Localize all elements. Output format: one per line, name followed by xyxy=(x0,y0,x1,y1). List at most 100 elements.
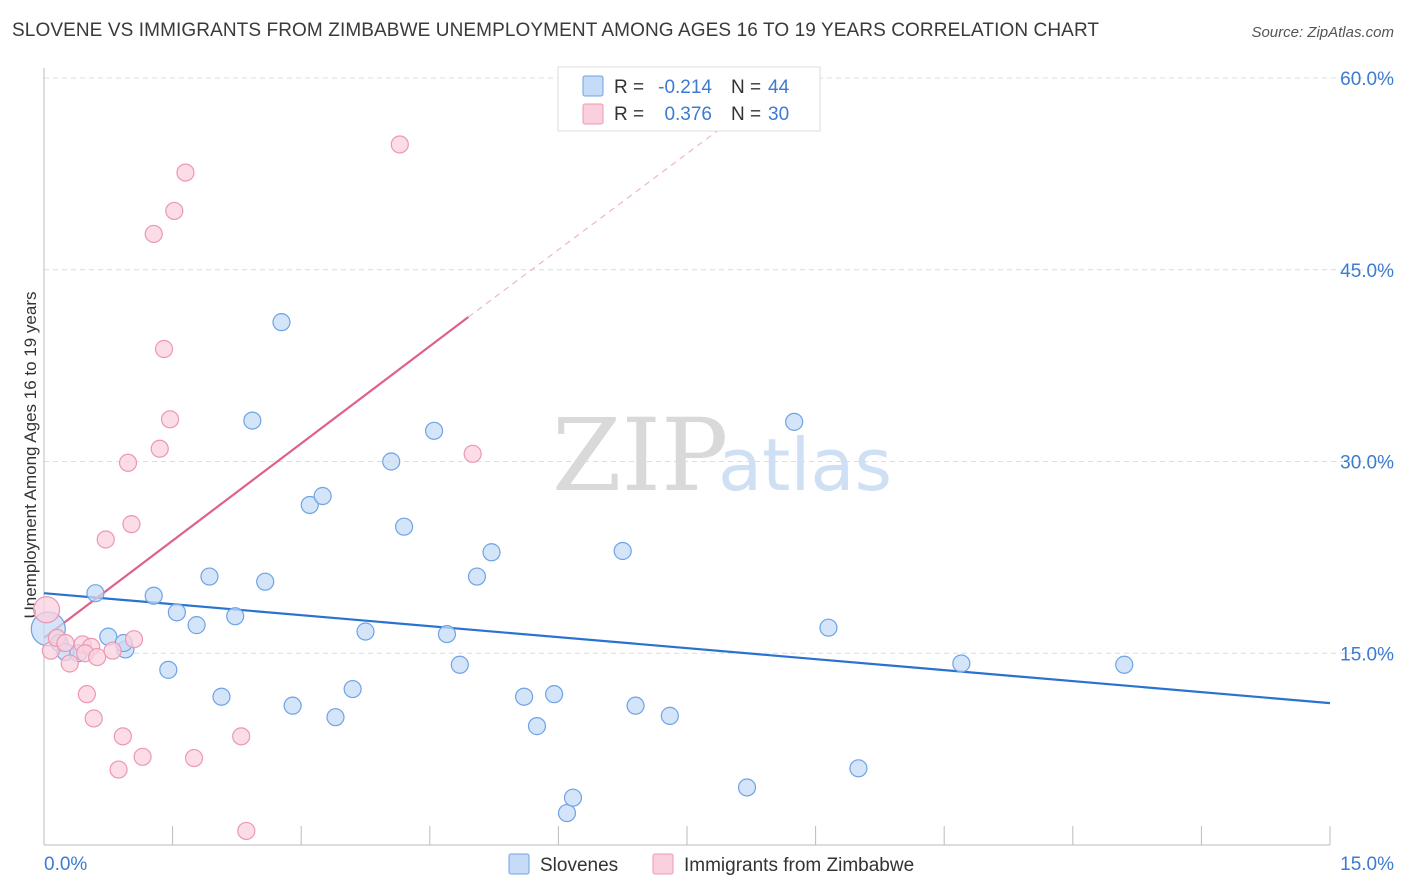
legend-swatch-zimbabwe xyxy=(652,853,674,875)
point-0-11 xyxy=(187,616,206,635)
point-1-28 xyxy=(390,135,409,154)
y-axis-label: Unemployment Among Ages 16 to 19 years xyxy=(21,292,40,619)
point-0-22 xyxy=(343,679,362,699)
series-1 xyxy=(32,135,482,841)
point-1-23 xyxy=(165,201,184,221)
point-0-17 xyxy=(272,313,291,332)
point-0-32 xyxy=(527,717,547,736)
watermark-atlas: atlas xyxy=(718,423,892,507)
point-1-8 xyxy=(88,647,107,667)
x-tick-labels: 0.0% 15.0% xyxy=(44,854,1394,875)
chart-source: Source: ZipAtlas.com xyxy=(1251,24,1394,41)
point-0-37 xyxy=(626,696,645,715)
stats-n-value-zimbabwe: 30 xyxy=(768,104,789,125)
trend-line-0 xyxy=(43,592,1331,705)
point-0-34 xyxy=(557,803,577,823)
point-0-8 xyxy=(144,586,163,605)
point-1-25 xyxy=(184,748,204,768)
stats-r-value-zimbabwe: 0.376 xyxy=(664,104,712,125)
point-0-4 xyxy=(86,584,105,603)
point-0-12 xyxy=(200,567,219,586)
point-0-39 xyxy=(737,778,757,797)
point-0-44 xyxy=(1115,655,1134,674)
axes xyxy=(43,68,1331,846)
point-0-30 xyxy=(482,543,501,562)
stats-r-label-slovenes: R = xyxy=(614,77,644,98)
point-0-18 xyxy=(283,696,302,715)
point-0-41 xyxy=(819,618,838,637)
stats-r-value-slovenes: -0.214 xyxy=(658,77,712,98)
point-0-31 xyxy=(515,687,534,706)
series-legend: Slovenes Immigrants from Zimbabwe xyxy=(508,853,914,876)
point-1-3 xyxy=(56,633,75,653)
stats-legend: R = -0.214 N = 44 R = 0.376 N = 30 xyxy=(557,66,821,132)
watermark-zip: ZIP xyxy=(552,397,728,514)
point-0-10 xyxy=(167,603,186,622)
point-0-40 xyxy=(785,412,804,431)
x-tick-label-min: 0.0% xyxy=(44,854,87,875)
stats-n-label-zimbabwe: N = xyxy=(731,104,761,125)
point-1-10 xyxy=(84,709,103,728)
stats-n-label-slovenes: N = xyxy=(731,77,761,98)
data-points xyxy=(30,135,1134,841)
stats-swatch-zimbabwe xyxy=(582,103,604,125)
point-0-20 xyxy=(313,486,332,506)
point-1-16 xyxy=(122,515,141,534)
point-0-24 xyxy=(382,452,401,471)
point-1-14 xyxy=(113,727,132,746)
stats-n-value-slovenes: 44 xyxy=(768,77,790,98)
point-1-11 xyxy=(96,530,115,549)
trend-lines xyxy=(43,108,1331,705)
chart-title: SLOVENE VS IMMIGRANTS FROM ZIMBABWE UNEM… xyxy=(12,20,1100,41)
point-0-36 xyxy=(613,541,632,561)
x-tick-label-max: 15.0% xyxy=(1340,854,1394,875)
point-1-29 xyxy=(463,444,482,463)
point-0-26 xyxy=(424,421,444,440)
point-1-22 xyxy=(160,410,180,429)
point-1-20 xyxy=(150,439,169,458)
point-1-9 xyxy=(77,685,96,704)
point-1-13 xyxy=(109,760,128,779)
point-1-0 xyxy=(32,596,61,624)
point-1-26 xyxy=(232,727,251,746)
legend-label-zimbabwe: Immigrants from Zimbabwe xyxy=(684,855,914,876)
y-tick-label-60: 60.0% xyxy=(1340,69,1394,90)
point-0-38 xyxy=(660,706,679,725)
y-tick-label-45: 45.0% xyxy=(1340,261,1394,282)
point-1-4 xyxy=(60,654,79,673)
watermark: ZIP atlas xyxy=(552,397,892,514)
point-1-12 xyxy=(103,641,122,660)
point-1-19 xyxy=(144,224,163,244)
point-1-17 xyxy=(124,630,144,649)
point-0-9 xyxy=(159,660,178,679)
point-1-15 xyxy=(118,453,138,472)
point-0-19 xyxy=(300,495,319,515)
point-0-23 xyxy=(356,622,375,641)
y-tick-label-30: 30.0% xyxy=(1340,453,1394,474)
point-1-21 xyxy=(154,339,174,359)
point-0-21 xyxy=(326,708,345,727)
point-0-25 xyxy=(394,517,414,536)
point-0-28 xyxy=(450,655,469,674)
y-tick-labels: 15.0% 30.0% 45.0% 60.0% xyxy=(1340,69,1394,665)
series-0 xyxy=(30,313,1134,823)
point-1-24 xyxy=(176,163,195,182)
point-0-42 xyxy=(849,759,868,778)
trend-line-1 xyxy=(43,316,470,639)
point-0-43 xyxy=(952,654,971,673)
point-0-35 xyxy=(563,788,583,807)
point-0-27 xyxy=(437,624,457,644)
point-1-18 xyxy=(133,747,152,766)
gridlines xyxy=(44,77,1394,654)
point-0-29 xyxy=(467,567,487,586)
stats-r-label-zimbabwe: R = xyxy=(614,104,644,125)
point-0-13 xyxy=(212,687,231,706)
point-1-27 xyxy=(237,821,256,841)
y-tick-label-15: 15.0% xyxy=(1340,644,1394,665)
point-0-33 xyxy=(545,685,564,704)
point-0-14 xyxy=(226,607,245,626)
point-0-16 xyxy=(256,572,275,591)
point-0-15 xyxy=(243,411,262,430)
legend-label-slovenes: Slovenes xyxy=(540,855,618,876)
